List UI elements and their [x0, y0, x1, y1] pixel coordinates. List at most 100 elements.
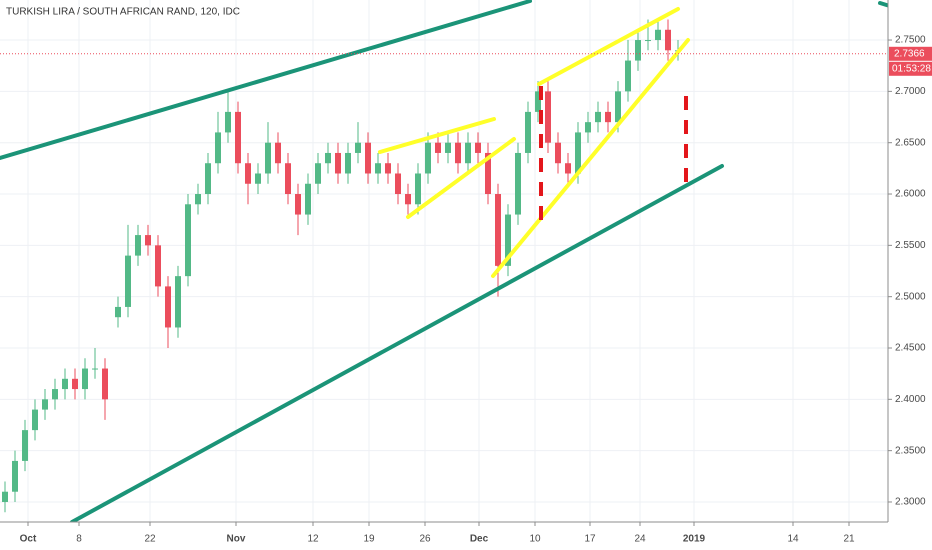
y-tick-label: 2.5500 [895, 240, 926, 251]
candle-body [235, 111, 241, 164]
y-tick-label: 2.5000 [895, 291, 926, 302]
wedge-line [406, 137, 516, 219]
axes: 2.3000 2.3500 2.4000 2.4500 2.5000 2.5500 2.60… [0, 35, 932, 545]
candle-body [72, 378, 78, 390]
wedge-line [537, 7, 680, 86]
y-tick-label: 2.3500 [895, 445, 926, 456]
candle-body [345, 152, 351, 174]
chart-title: TURKISH LIRA / SOUTH AFRICAN RAND, 120, … [6, 7, 240, 18]
wedge-line [378, 117, 496, 154]
candle-body [32, 409, 38, 431]
candle-body [455, 142, 461, 164]
candle-body [395, 173, 401, 195]
candle-body [265, 142, 271, 174]
candle-body [385, 163, 391, 174]
x-tick-label: 10 [529, 534, 541, 545]
candle-body [215, 132, 221, 164]
candle-body [92, 368, 98, 370]
candle-body [165, 286, 171, 328]
candle-body [245, 163, 251, 184]
candle-body [525, 111, 531, 153]
x-tick-label: 14 [787, 534, 799, 545]
candle-body [365, 142, 371, 174]
candle-body [145, 235, 151, 246]
y-tick-label: 2.7500 [895, 35, 926, 46]
y-tick-label: 2.4000 [895, 394, 926, 405]
candle-body [575, 132, 581, 174]
x-tick-label: 26 [419, 534, 431, 545]
candle-body [495, 194, 501, 266]
candle-body [465, 142, 471, 164]
y-tick-label: 2.7000 [895, 86, 926, 97]
candle-body [82, 368, 88, 390]
candle-body [555, 142, 561, 164]
candle-body [52, 389, 58, 400]
grid [0, 0, 888, 522]
y-tick-label: 2.6000 [895, 189, 926, 200]
candle-body [225, 111, 231, 133]
y-tick-label: 2.3000 [895, 497, 926, 508]
candle-body [125, 255, 131, 307]
candle-body [535, 91, 541, 112]
candle-body [275, 142, 281, 164]
candle-body [155, 245, 161, 287]
x-tick-label: Nov [227, 534, 246, 545]
candle-body [62, 378, 68, 390]
candle-body [445, 142, 451, 153]
x-tick-label: 17 [584, 534, 596, 545]
candle-body [315, 163, 321, 184]
y-tick-label: 2.4500 [895, 343, 926, 354]
candle-body [12, 460, 18, 492]
x-tick-label: 19 [363, 534, 375, 545]
drawings [0, 0, 895, 524]
candle-body [195, 194, 201, 205]
candle-body [305, 183, 311, 215]
price-axis [888, 0, 932, 550]
x-tick-label: 12 [307, 534, 319, 545]
y-tick-label: 2.6500 [895, 137, 926, 148]
candle-body [665, 29, 671, 51]
candle-body [655, 29, 661, 41]
candle-body [285, 163, 291, 195]
candles [2, 19, 681, 513]
candle-body [42, 399, 48, 410]
candle-body [505, 214, 511, 266]
candle-body [585, 122, 591, 133]
x-tick-label: Oct [20, 534, 37, 545]
candle-body [645, 40, 651, 42]
x-tick-label: 2019 [683, 534, 706, 545]
last-price-box [889, 46, 932, 61]
candle-body [485, 152, 491, 195]
candle-body [515, 152, 521, 215]
candle-body [475, 142, 481, 153]
candle-body [425, 142, 431, 174]
candle-body [335, 152, 341, 174]
candle-body [115, 306, 121, 318]
candle-body [405, 194, 411, 205]
candle-body [135, 235, 141, 256]
x-tick-label: 21 [843, 534, 855, 545]
candle-body [295, 194, 301, 215]
x-tick-label: 22 [144, 534, 156, 545]
candle-body [625, 60, 631, 92]
candle-body [22, 430, 28, 461]
candle-body [325, 152, 331, 164]
candle-body [595, 111, 601, 123]
candle-body [205, 163, 211, 195]
x-tick-label: 24 [634, 534, 646, 545]
candle-body [175, 276, 181, 328]
candle-body [635, 40, 641, 61]
trend-line [70, 164, 724, 524]
countdown-label: 01:53:28 [892, 63, 931, 74]
time-axis [0, 522, 888, 550]
x-tick-label: Dec [470, 534, 489, 545]
candle-body [185, 204, 191, 277]
candle-body [565, 163, 571, 174]
candle-body [605, 111, 611, 123]
countdown-box [889, 61, 932, 76]
candle-body [545, 91, 551, 143]
candle-body [375, 163, 381, 174]
candle-body [355, 142, 361, 153]
candle-body [615, 91, 621, 123]
